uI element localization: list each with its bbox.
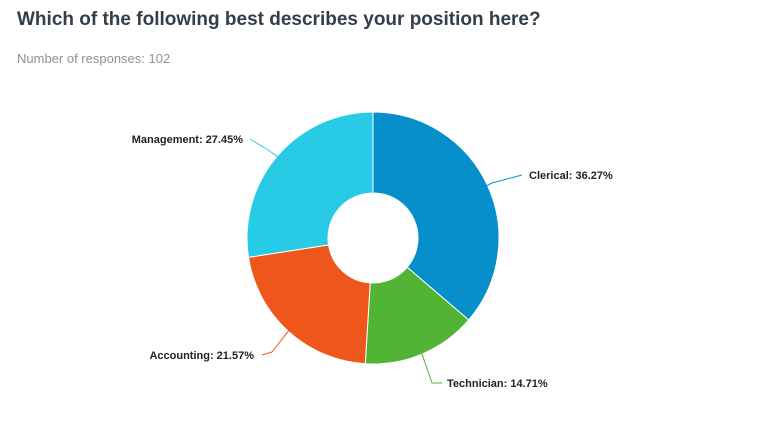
response-count: Number of responses: 102 bbox=[17, 51, 171, 66]
data-label-management: Management: 27.45% bbox=[132, 134, 243, 146]
data-label-technician: Technician: 14.71% bbox=[447, 378, 548, 390]
slice-accounting[interactable] bbox=[247, 244, 371, 365]
slice-clerical[interactable] bbox=[372, 111, 500, 321]
leader-line-accounting bbox=[261, 329, 290, 356]
data-label-accounting: Accounting: 21.57% bbox=[149, 350, 254, 362]
leader-line-management bbox=[249, 138, 280, 158]
leader-line-clerical bbox=[485, 174, 523, 187]
leader-line-technician bbox=[420, 352, 442, 384]
question-title: Which of the following best describes yo… bbox=[17, 9, 541, 30]
slice-technician[interactable] bbox=[364, 266, 470, 365]
data-label-clerical: Clerical: 36.27% bbox=[529, 170, 613, 182]
slice-management[interactable] bbox=[246, 111, 374, 258]
